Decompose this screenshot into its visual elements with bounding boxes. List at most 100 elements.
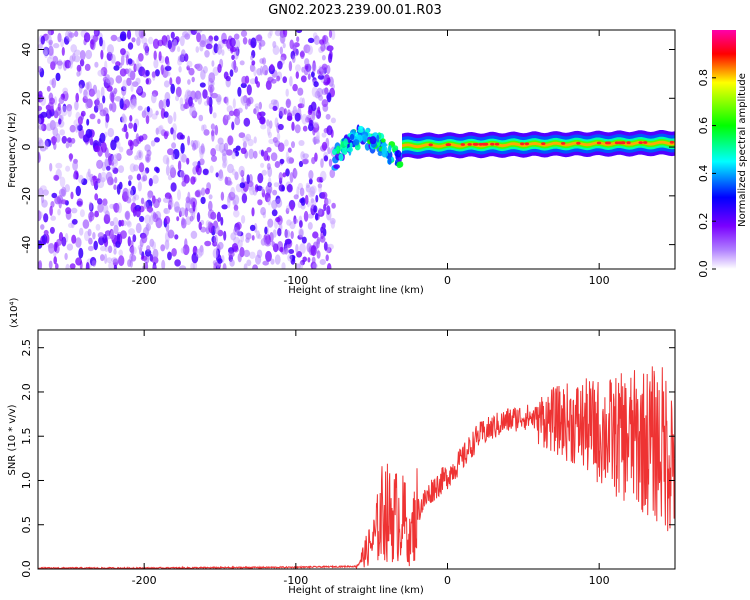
spectrogram-noise-blob	[262, 64, 269, 76]
spectrogram-transition-blob	[380, 138, 386, 143]
spectrogram-noise-blob	[298, 261, 304, 269]
spectrogram-noise-blob	[51, 77, 57, 89]
snr-x-label: Height of straight line (km)	[288, 585, 424, 596]
spectrogram-peak-dot	[520, 142, 525, 146]
spectrogram-noise-blob	[327, 147, 331, 155]
spectrogram-noise-blob	[211, 60, 215, 67]
spectrogram-noise-blob	[150, 140, 156, 147]
spectrogram-noise-blob	[320, 158, 324, 169]
spectrogram-noise-blob	[135, 133, 140, 144]
spectrogram-noise-blob	[172, 129, 177, 141]
spectrogram-noise-blob	[92, 232, 96, 240]
spectrogram-noise-blob	[293, 194, 299, 200]
spectrogram-noise-blob	[105, 113, 110, 123]
spectrogram-noise-blob	[316, 250, 321, 259]
spectrogram-noise-blob	[213, 35, 219, 42]
spectrogram-noise-blob	[229, 37, 236, 48]
spectrogram-noise-blob	[121, 127, 128, 133]
spectrogram-noise-blob	[99, 36, 103, 47]
spectrogram-noise-blob	[110, 34, 118, 42]
spectrogram-noise-blob	[250, 37, 257, 49]
snr-y-label: SNR (10 * v/v)	[7, 404, 18, 475]
spectrogram-noise-blob	[296, 30, 303, 34]
spectrogram-noise-blob	[38, 123, 44, 131]
spectrogram-noise-blob	[198, 221, 202, 231]
spectrogram-noise-blob	[252, 190, 257, 196]
spectrogram-peak-dot	[596, 141, 602, 145]
spectrogram-noise-blob	[40, 35, 45, 45]
spectrogram-noise-blob	[83, 89, 88, 97]
spectrogram-noise-blob	[151, 71, 156, 78]
spectrogram-noise-blob	[272, 229, 277, 238]
spectrogram-noise-blob	[136, 57, 140, 67]
spectrogram-noise-blob	[308, 190, 315, 198]
spectrogram-noise-blob	[121, 86, 127, 92]
spectrogram-noise-blob	[165, 70, 171, 77]
spectrogram-y-label: Frequency (Hz)	[7, 112, 18, 188]
spectrogram-noise-blob	[130, 245, 135, 256]
spectrogram-noise-blob	[295, 243, 299, 254]
spectrogram-noise-blob	[50, 215, 56, 221]
spectrogram-noise-blob	[101, 141, 107, 153]
spectrogram-noise-blob	[88, 201, 93, 211]
spectrogram-noise-blob	[157, 197, 162, 203]
spectrogram-noise-blob	[301, 236, 307, 244]
spectrogram-noise-blob	[61, 236, 67, 247]
spectrogram-noise-blob	[289, 76, 293, 87]
spectrogram-noise-blob	[78, 84, 83, 94]
spectrogram-noise-blob	[167, 251, 172, 261]
spectrogram-noise-blob	[245, 133, 252, 141]
spectrogram-noise-blob	[148, 205, 153, 214]
y-tick-label: 40	[20, 43, 33, 57]
spectrogram-noise-blob	[97, 172, 102, 181]
spectrogram-noise-blob	[242, 37, 248, 45]
spectrogram-noise-blob	[313, 138, 321, 144]
snr-x-ticks: -200 -100 0 100	[132, 330, 610, 587]
spectrogram-noise-blob	[328, 53, 333, 63]
spectrogram-noise-blob	[200, 143, 205, 154]
spectrogram-noise-blob	[284, 248, 289, 254]
spectrogram-noise-blob	[107, 127, 115, 138]
spectrogram-noise-blob	[200, 226, 207, 233]
spectrogram-noise-blob	[102, 198, 108, 206]
spectrogram-noise-blob	[106, 85, 113, 92]
spectrogram-noise-blob	[309, 186, 316, 197]
spectrogram-noise-blob	[326, 92, 332, 103]
x-tick-label: -200	[132, 274, 157, 287]
spectrogram-noise-blob	[144, 249, 152, 257]
spectrogram-noise-blob	[121, 113, 126, 123]
spectrogram-noise-blob	[131, 37, 136, 43]
spectrogram-noise-blob	[122, 187, 129, 199]
spectrogram-noise-blob	[143, 201, 149, 210]
spectrogram-noise-blob	[100, 177, 106, 183]
spectrogram-noise-blob	[170, 182, 177, 192]
spectrogram-noise-blob	[238, 132, 246, 139]
spectrogram-noise-blob	[249, 251, 256, 259]
spectrogram-noise-blob	[111, 154, 118, 165]
spectrogram-noise-blob	[206, 38, 213, 45]
spectrogram-noise-blob	[129, 115, 133, 122]
spectrogram-noise-blob	[114, 135, 120, 143]
spectrogram-noise-blob	[252, 265, 257, 269]
spectrogram-noise-blob	[192, 111, 198, 117]
spectrogram-transition-blob	[358, 125, 364, 131]
spectrogram-transition-blob	[397, 155, 402, 163]
spectrogram-noise-blob	[233, 65, 239, 73]
spectrogram-noise-blob	[45, 123, 53, 131]
colorbar-gradient	[712, 30, 736, 269]
spectrogram-noise-blob	[306, 242, 312, 253]
spectrogram-noise-blob	[42, 46, 49, 56]
spectrogram-noise-blob	[146, 106, 150, 113]
spectrogram-noise-blob	[174, 36, 180, 43]
spectrogram-noise-blob	[261, 169, 267, 176]
spectrogram-noise-blob	[151, 93, 157, 104]
spectrogram-noise-blob	[249, 224, 256, 232]
spectrogram-noise-blob	[123, 220, 127, 227]
spectrogram-noise-blob	[195, 165, 200, 173]
spectrogram-noise-blob	[66, 104, 73, 112]
spectrogram-noise-blob	[130, 102, 134, 108]
spectrogram-noise-blob	[182, 31, 189, 38]
spectrogram-noise-blob	[182, 244, 190, 256]
spectrogram-noise-blob	[144, 50, 149, 56]
spectrogram-noise-blob	[47, 56, 52, 64]
